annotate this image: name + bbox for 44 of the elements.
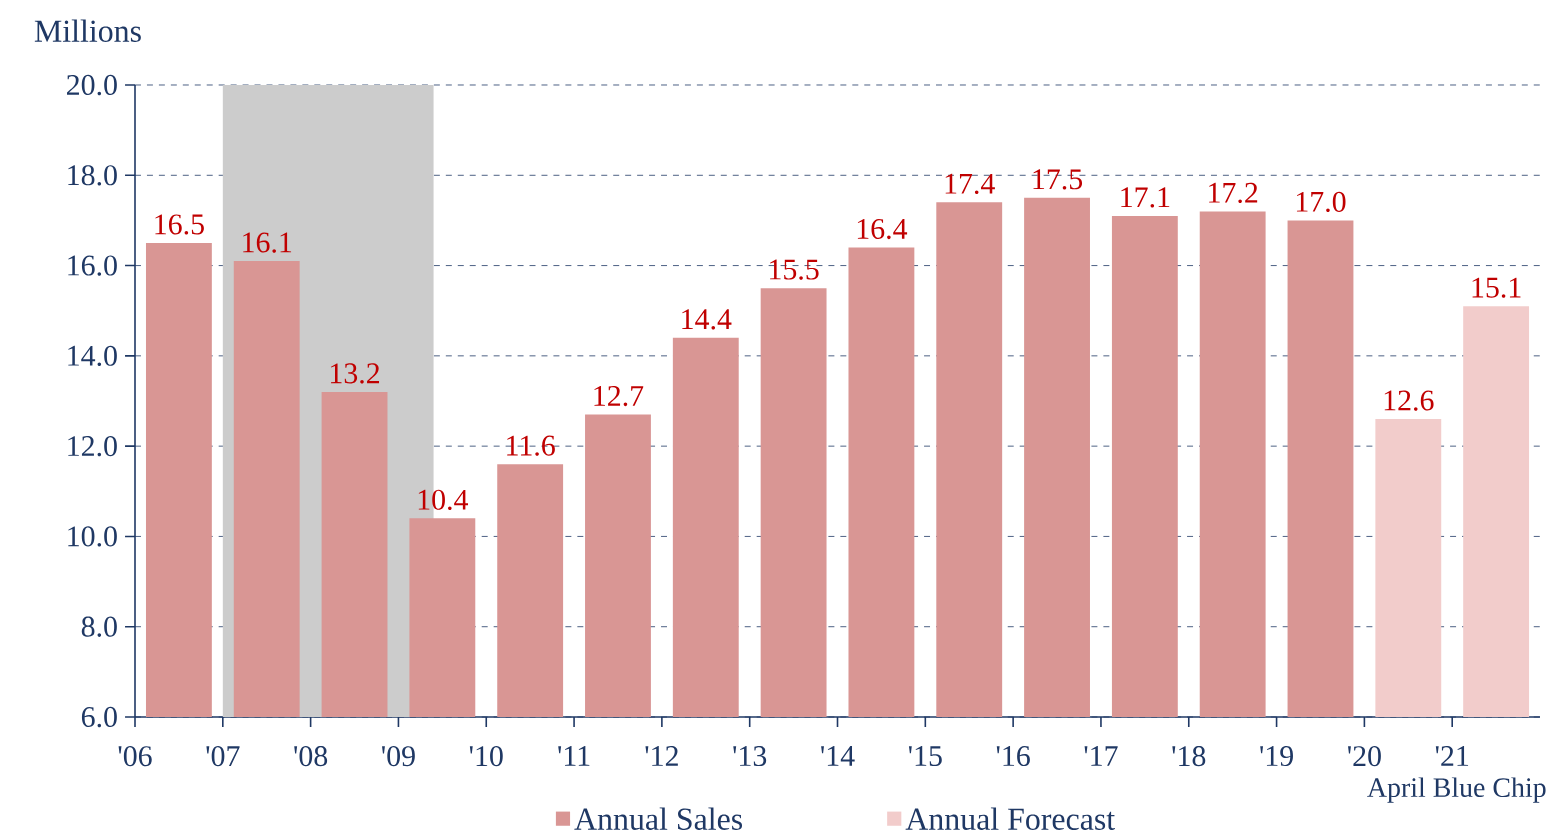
x-tick-label: '16: [996, 746, 1030, 767]
y-tick-label: 10.0: [68, 526, 117, 547]
data-label: 17.2: [1209, 182, 1258, 204]
data-label: 17.0: [1296, 191, 1346, 213]
x-tick-label: '14: [821, 746, 855, 766]
x-tick-label: '08: [294, 746, 328, 767]
data-label: 17.4: [945, 173, 995, 194]
legend-label: Annual Forecast: [905, 807, 1115, 830]
y-tick-label: 12.0: [68, 435, 117, 457]
x-tick-label: '21: [1435, 746, 1469, 766]
data-label: 13.2: [331, 363, 380, 384]
x-tick-label: '20: [1348, 746, 1381, 767]
x-tick-label: '07: [206, 746, 240, 767]
x-tick-label: '19: [1260, 746, 1293, 767]
x-tick-label: '10: [469, 746, 503, 767]
data-label: 12.6: [1384, 390, 1434, 411]
legend-label: Annual Sales: [574, 807, 743, 830]
data-label: 14.4: [682, 309, 732, 330]
data-label: 11.6: [507, 435, 555, 456]
data-label: 17.1: [1121, 187, 1170, 208]
text: April Blue Chip: [1367, 777, 1546, 803]
y-tick-label: 20.0: [67, 74, 117, 96]
x-tick-label: '06: [118, 746, 152, 767]
y-tick-label: 6.0: [81, 706, 117, 728]
x-tick-label: '09: [382, 746, 415, 767]
data-label: 15.1: [1472, 277, 1521, 298]
data-label: 16.4: [857, 218, 908, 240]
x-tick-label: '18: [1172, 746, 1206, 767]
data-label: 16.5: [155, 214, 204, 235]
data-label: 15.5: [770, 259, 819, 280]
x-tick-label: '11: [558, 746, 590, 766]
y-tick-label: 18.0: [68, 165, 117, 186]
data-label: 17.5: [1033, 169, 1083, 190]
x-tick-label: '12: [645, 746, 678, 766]
data-label: 12.7: [594, 385, 644, 407]
y-tick-label: 8.0: [81, 616, 117, 637]
x-tick-label: '15: [908, 746, 942, 767]
y-tick-label: 16.0: [68, 255, 117, 276]
y-tick-label: 14.0: [68, 345, 117, 367]
data-label: 16.1: [243, 232, 292, 253]
x-tick-label: '13: [733, 746, 767, 767]
y-axis-title: Millions: [34, 19, 141, 42]
data-label: 10.4: [418, 489, 469, 510]
x-tick-label: '17: [1084, 746, 1118, 766]
